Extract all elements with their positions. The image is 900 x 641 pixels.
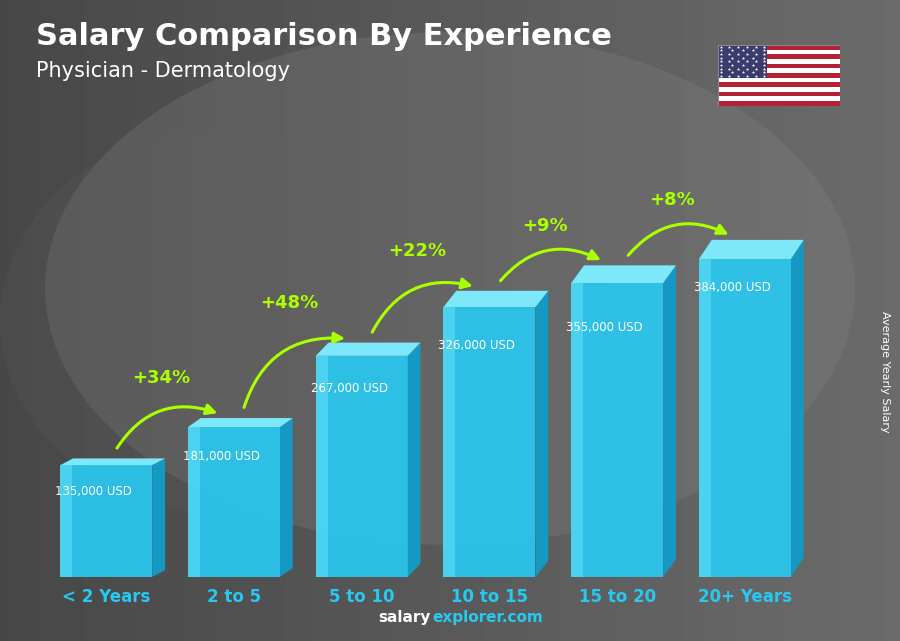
Polygon shape bbox=[60, 465, 152, 577]
Bar bbox=[718, 59, 840, 63]
Polygon shape bbox=[152, 458, 165, 577]
Polygon shape bbox=[444, 307, 536, 577]
Polygon shape bbox=[699, 259, 711, 577]
Polygon shape bbox=[572, 283, 663, 577]
Text: salary: salary bbox=[378, 610, 430, 625]
Bar bbox=[718, 82, 840, 87]
Text: Salary Comparison By Experience: Salary Comparison By Experience bbox=[36, 22, 612, 51]
Polygon shape bbox=[536, 291, 548, 577]
Polygon shape bbox=[791, 240, 804, 577]
Text: 326,000 USD: 326,000 USD bbox=[438, 339, 516, 353]
Polygon shape bbox=[188, 427, 280, 577]
Polygon shape bbox=[316, 356, 408, 577]
Ellipse shape bbox=[45, 32, 855, 545]
Polygon shape bbox=[280, 418, 292, 577]
Bar bbox=[718, 78, 840, 82]
Bar bbox=[718, 101, 840, 106]
Bar bbox=[718, 45, 767, 78]
Text: +9%: +9% bbox=[522, 217, 568, 235]
Bar bbox=[718, 87, 840, 92]
Text: Average Yearly Salary: Average Yearly Salary bbox=[879, 311, 890, 433]
Text: +8%: +8% bbox=[650, 191, 696, 209]
Polygon shape bbox=[699, 259, 791, 577]
Bar bbox=[718, 49, 840, 54]
Polygon shape bbox=[60, 465, 72, 577]
Bar bbox=[718, 45, 840, 49]
Bar bbox=[718, 69, 840, 73]
Polygon shape bbox=[572, 265, 676, 283]
Text: explorer.com: explorer.com bbox=[432, 610, 543, 625]
Bar bbox=[718, 54, 840, 59]
Polygon shape bbox=[444, 307, 455, 577]
Text: 384,000 USD: 384,000 USD bbox=[694, 281, 770, 294]
Polygon shape bbox=[188, 418, 292, 427]
Bar bbox=[718, 92, 840, 96]
Polygon shape bbox=[60, 458, 165, 465]
Text: Physician - Dermatology: Physician - Dermatology bbox=[36, 61, 290, 81]
Polygon shape bbox=[408, 342, 420, 577]
Polygon shape bbox=[663, 265, 676, 577]
Bar bbox=[718, 73, 840, 78]
Text: 355,000 USD: 355,000 USD bbox=[566, 321, 643, 334]
Polygon shape bbox=[316, 342, 420, 356]
Text: +22%: +22% bbox=[388, 242, 446, 260]
Ellipse shape bbox=[0, 128, 450, 513]
Bar bbox=[718, 63, 840, 69]
Polygon shape bbox=[572, 283, 583, 577]
Text: +48%: +48% bbox=[260, 294, 319, 312]
Text: 135,000 USD: 135,000 USD bbox=[55, 485, 132, 498]
Text: +34%: +34% bbox=[132, 369, 191, 387]
Text: 181,000 USD: 181,000 USD bbox=[183, 449, 260, 463]
Polygon shape bbox=[444, 291, 548, 307]
Polygon shape bbox=[699, 240, 804, 259]
Polygon shape bbox=[316, 356, 328, 577]
Text: 267,000 USD: 267,000 USD bbox=[310, 383, 388, 395]
Bar bbox=[718, 96, 840, 101]
Polygon shape bbox=[188, 427, 200, 577]
